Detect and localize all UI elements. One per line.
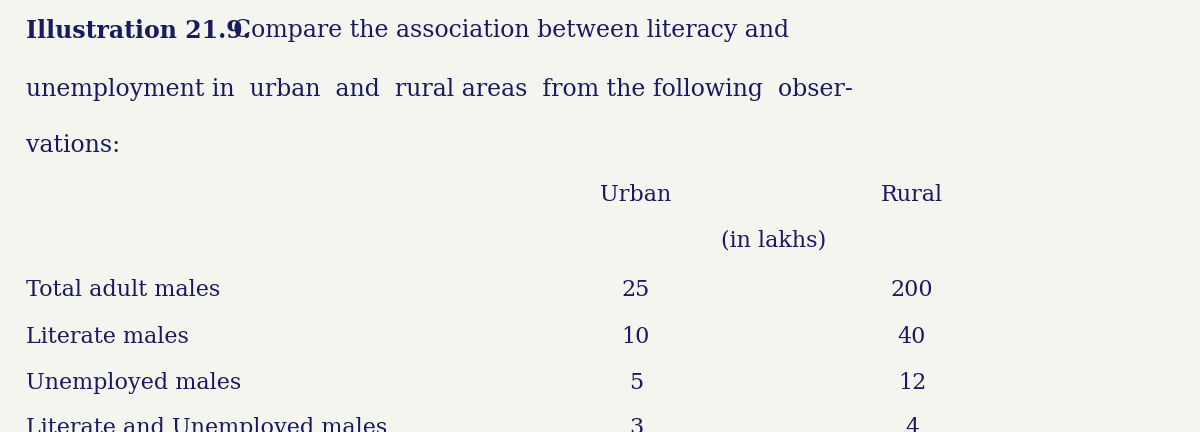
- Text: Total adult males: Total adult males: [26, 279, 221, 301]
- Text: Unemployed males: Unemployed males: [26, 372, 241, 394]
- Text: 200: 200: [890, 279, 934, 301]
- Text: Literate and Unemployed males: Literate and Unemployed males: [26, 417, 388, 432]
- Text: 3: 3: [629, 417, 643, 432]
- Text: Rural: Rural: [881, 184, 943, 206]
- Text: 5: 5: [629, 372, 643, 394]
- Text: 40: 40: [898, 326, 926, 348]
- Text: Illustration 21.9.: Illustration 21.9.: [26, 19, 251, 44]
- Text: Urban: Urban: [600, 184, 672, 206]
- Text: unemployment in  urban  and  rural areas  from the following  obser-: unemployment in urban and rural areas fr…: [26, 78, 853, 101]
- Text: (in lakhs): (in lakhs): [721, 230, 827, 252]
- Text: Compare the association between literacy and: Compare the association between literacy…: [218, 19, 790, 42]
- Text: vations:: vations:: [26, 134, 120, 157]
- Text: 4: 4: [905, 417, 919, 432]
- Text: 10: 10: [622, 326, 650, 348]
- Text: 12: 12: [898, 372, 926, 394]
- Text: 25: 25: [622, 279, 650, 301]
- Text: Literate males: Literate males: [26, 326, 190, 348]
